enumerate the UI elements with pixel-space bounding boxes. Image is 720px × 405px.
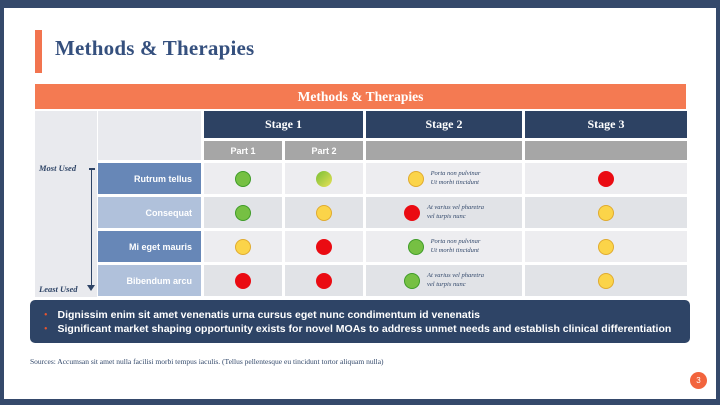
status-dot [316,238,332,255]
cell-r2-part1 [204,197,282,228]
bullet-item: • Dignissim enim sit amet venenatis urna… [44,309,676,321]
cell-r1-part2 [285,163,363,194]
status-dot [404,272,420,289]
usage-axis-panel: Most Used Least Used [35,111,97,297]
table-banner: Methods & Therapies [35,84,686,109]
axis-most-used-label: Most Used [39,163,77,173]
cell-r2-part2 [285,197,363,228]
status-dot [316,170,332,187]
source-note: Sources: Accumsan sit amet nulla facilis… [30,357,384,366]
column-header-stage2: Stage 2 [366,111,522,138]
cell-r3-part1 [204,231,282,262]
status-dot [407,238,424,255]
status-dot [235,272,251,289]
status-dot [407,170,424,187]
row-label-bibendum-arcu: Bibendum arcu [98,265,201,296]
column-subheader-stage3-blank [525,141,687,160]
cell-r4-part1 [204,265,282,296]
down-arrowhead-icon [87,285,95,291]
row-label-rutrum-tellus: Rutrum tellus [98,163,201,194]
column-header-stage1: Stage 1 [204,111,363,138]
column-subheader-part2: Part 2 [285,141,363,160]
status-dot [235,238,251,255]
stage2-note: At varius vel pharetra vel turpis nunc [427,272,484,288]
therapies-table: Stage 1 Stage 2 Stage 3 Part 1 Part 2 Ru… [98,111,687,296]
cell-r1-stage3 [525,163,687,194]
down-arrow-icon [89,168,94,287]
cell-r1-part1 [204,163,282,194]
stage2-note: Porta non pulvinar Ut morbi tincidunt [430,238,481,254]
cell-r3-part2 [285,231,363,262]
cell-r2-stage2: At varius vel pharetra vel turpis nunc [366,197,522,228]
bullet-icon: • [44,323,48,335]
column-header-stage3: Stage 3 [525,111,687,138]
axis-least-used-label: Least Used [39,284,78,294]
cell-r3-stage3 [525,231,687,262]
stage2-note: Porta non pulvinar Ut morbi tincidunt [430,170,481,186]
cell-r4-part2 [285,265,363,296]
cell-r4-stage2: At varius vel pharetra vel turpis nunc [366,265,522,296]
status-dot [598,272,614,289]
bullet-icon: • [44,309,48,321]
bullet-text: Dignissim enim sit amet venenatis urna c… [57,308,480,321]
cell-r3-stage2: Porta non pulvinar Ut morbi tincidunt [366,231,522,262]
row-label-mi-eget-mauris: Mi eget mauris [98,231,201,262]
status-dot [235,204,251,221]
page-title: Methods & Therapies [55,36,255,60]
key-takeaways-box: • Dignissim enim sit amet venenatis urna… [30,300,690,343]
bullet-text: Significant market shaping opportunity e… [57,322,672,335]
status-dot [316,272,332,289]
page-number-badge: 3 [690,372,707,389]
title-accent-bar [35,30,42,73]
cell-r2-stage3 [525,197,687,228]
stage2-note: At varius vel pharetra vel turpis nunc [427,204,484,220]
bullet-item: • Significant market shaping opportunity… [44,323,676,335]
table-banner-title: Methods & Therapies [297,88,424,104]
status-dot [316,204,332,221]
column-subheader-part1: Part 1 [204,141,282,160]
cell-r4-stage3 [525,265,687,296]
row-label-consequat: Consequat [98,197,201,228]
column-subheader-stage2-blank [366,141,522,160]
cell-r1-stage2: Porta non pulvinar Ut morbi tincidunt [366,163,522,194]
status-dot [598,170,614,187]
status-dot [404,204,420,221]
table-corner-cell [98,111,201,160]
status-dot [598,238,614,255]
status-dot [598,204,614,221]
status-dot [235,170,251,187]
